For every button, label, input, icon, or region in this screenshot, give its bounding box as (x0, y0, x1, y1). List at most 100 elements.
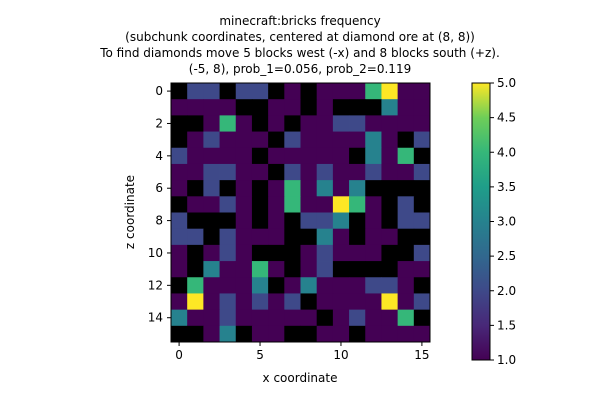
heatmap-cell (365, 99, 382, 116)
heatmap-cell (219, 83, 237, 100)
heatmap-cell (397, 180, 415, 197)
x-tick-label: 15 (414, 348, 429, 362)
heatmap-cell (235, 212, 253, 230)
heatmap-cell (187, 228, 204, 246)
heatmap-cell (397, 163, 415, 181)
heatmap-cell (251, 228, 269, 246)
heatmap-cell (413, 325, 431, 343)
heatmap-cell (268, 115, 285, 132)
heatmap-cell (219, 309, 237, 327)
heatmap-cell (349, 99, 366, 116)
heatmap-cell (235, 115, 253, 132)
heatmap-cell (397, 131, 415, 149)
heatmap-cell (381, 244, 399, 262)
heatmap-cell (203, 325, 220, 343)
heatmap-cell (268, 228, 285, 246)
heatmap-cell (413, 163, 431, 181)
heatmap-cell (300, 277, 318, 294)
heatmap-cell (381, 325, 399, 343)
heatmap-cell (171, 99, 188, 116)
heatmap-cell (365, 131, 382, 149)
heatmap-cell (268, 99, 285, 116)
heatmap-cell (349, 196, 366, 213)
heatmap-cell (332, 309, 350, 327)
heatmap-cell (300, 83, 318, 100)
heatmap-cell (171, 212, 188, 230)
heatmap-cell (284, 244, 301, 262)
y-tick-label: 0 (155, 84, 163, 98)
heatmap-cell (300, 309, 318, 327)
heatmap-cell (365, 163, 382, 181)
colorbar-gradient (471, 82, 491, 361)
colorbar-tick-label: 5.0 (497, 76, 516, 90)
heatmap-cell (316, 228, 334, 246)
heatmap-cell (332, 163, 350, 181)
heatmap-cell (268, 196, 285, 213)
heatmap-cell (316, 212, 334, 230)
heatmap-cell (235, 293, 253, 311)
heatmap-cell (284, 228, 301, 246)
colorbar-tick-label: 3.5 (497, 180, 516, 194)
heatmap-cell (219, 244, 237, 262)
heatmap-cell (268, 261, 285, 278)
heatmap-cell (381, 277, 399, 294)
heatmap-cell (397, 244, 415, 262)
heatmap-cell (171, 293, 188, 311)
plot-frame (170, 82, 431, 343)
heatmap-cell (413, 147, 431, 165)
heatmap-cell (300, 293, 318, 311)
heatmap-cell (284, 293, 301, 311)
heatmap-cell (235, 163, 253, 181)
heatmap-cell (187, 244, 204, 262)
heatmap-cell (381, 83, 399, 100)
title-line-4: (-5, 8), prob_1=0.056, prob_2=0.119 (189, 62, 411, 76)
heatmap-cell (365, 115, 382, 132)
title-line-2: (subchunk coordinates, centered at diamo… (125, 30, 475, 44)
heatmap-cell (268, 131, 285, 149)
heatmap-cell (349, 293, 366, 311)
heatmap-cell (332, 293, 350, 311)
x-tick-label: 5 (256, 348, 264, 362)
title-line-3: To find diamonds move 5 blocks west (-x)… (99, 46, 500, 60)
y-tick-label: 4 (155, 149, 163, 163)
heatmap-cell (284, 99, 301, 116)
y-tick-label: 2 (155, 116, 163, 130)
heatmap-cell (349, 115, 366, 132)
heatmap-cell (316, 131, 334, 149)
heatmap-cell (300, 196, 318, 213)
heatmap-cell (332, 99, 350, 116)
heatmap-cell (365, 277, 382, 294)
heatmap-cell (316, 99, 334, 116)
heatmap-cell (349, 277, 366, 294)
heatmap-cell (316, 309, 334, 327)
y-tick-label: 8 (155, 214, 163, 228)
heatmap-cell (219, 147, 237, 165)
heatmap-cell (251, 147, 269, 165)
heatmap-cell (268, 147, 285, 165)
heatmap-cell (187, 99, 204, 116)
heatmap-cell (332, 131, 350, 149)
heatmap-cell (203, 163, 220, 181)
heatmap-cell (284, 83, 301, 100)
x-axis-label: x coordinate (263, 371, 338, 385)
y-axis: 0 2 4 6 8 10 12 14 (148, 84, 171, 325)
heatmap-cell (284, 277, 301, 294)
heatmap-cell (219, 261, 237, 278)
heatmap-cell (171, 180, 188, 197)
heatmap-cell (171, 83, 188, 100)
heatmap-cell (219, 131, 237, 149)
heatmap-cell (203, 277, 220, 294)
x-axis: 0 5 10 15 (175, 342, 430, 362)
colorbar-tick-label: 4.5 (497, 111, 516, 125)
heatmap-cell (251, 131, 269, 149)
heatmap-cell (203, 261, 220, 278)
heatmap-cell (203, 293, 220, 311)
heatmap-cell (219, 180, 237, 197)
heatmap-cell (203, 83, 220, 100)
colorbar-tick-label: 1.0 (497, 353, 516, 367)
heatmap-cell (251, 212, 269, 230)
heatmap-cell (365, 196, 382, 213)
heatmap-cell (349, 83, 366, 100)
title-line-1: minecraft:bricks frequency (219, 14, 380, 28)
